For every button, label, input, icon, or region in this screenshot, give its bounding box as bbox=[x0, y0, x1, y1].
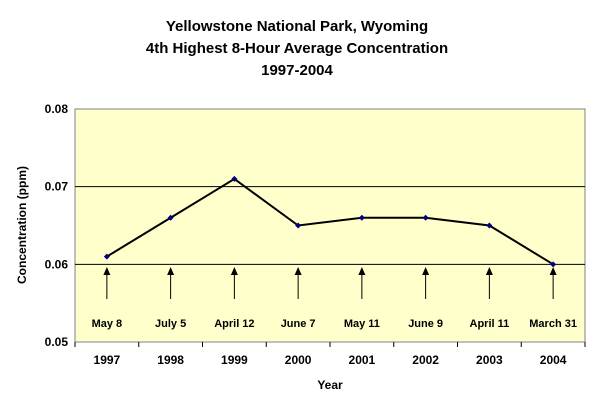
date-annotation: June 9 bbox=[408, 318, 443, 330]
annotation-arrowhead bbox=[167, 267, 175, 275]
x-tick-label: 2000 bbox=[285, 353, 312, 367]
y-tick-label: 0.06 bbox=[45, 257, 69, 271]
date-annotation: March 31 bbox=[529, 318, 577, 330]
x-tick-label: 2001 bbox=[349, 353, 376, 367]
annotation-arrowhead bbox=[103, 267, 111, 275]
data-point bbox=[295, 222, 302, 229]
x-tick-label: 2003 bbox=[476, 353, 503, 367]
data-point bbox=[486, 222, 493, 229]
chart-title-line-3: 1997-2004 bbox=[261, 62, 333, 79]
data-point bbox=[103, 253, 110, 260]
date-annotation: April 12 bbox=[214, 318, 254, 330]
data-point bbox=[358, 214, 365, 221]
annotation-arrowhead bbox=[358, 267, 366, 275]
annotation-arrowhead bbox=[422, 267, 430, 275]
data-point bbox=[422, 214, 429, 221]
x-tick-label: 1997 bbox=[94, 353, 121, 367]
data-point bbox=[167, 214, 174, 221]
annotation-arrowhead bbox=[549, 267, 557, 275]
date-annotation: April 11 bbox=[470, 318, 510, 330]
date-annotation: May 11 bbox=[344, 318, 380, 330]
annotation-arrowhead bbox=[294, 267, 302, 275]
chart-title-line-1: Yellowstone National Park, Wyoming bbox=[166, 18, 428, 35]
plot-area bbox=[74, 108, 586, 343]
y-tick-label: 0.07 bbox=[45, 180, 69, 194]
data-point bbox=[550, 261, 557, 268]
annotation-arrowhead bbox=[230, 267, 238, 275]
data-point bbox=[231, 175, 238, 182]
date-annotation: June 7 bbox=[281, 318, 316, 330]
date-annotation: July 5 bbox=[155, 318, 186, 330]
x-tick-label: 2004 bbox=[540, 353, 567, 367]
date-annotations: May 8 July 5 April 12 June 7 May 11 June 9 Apr… bbox=[92, 267, 577, 330]
gridlines bbox=[75, 186, 585, 265]
x-tick-label: 1998 bbox=[157, 353, 184, 367]
x-axis-label: Year bbox=[317, 378, 343, 392]
date-annotation: May 8 bbox=[92, 318, 123, 330]
y-tick-label: 0.05 bbox=[45, 335, 69, 349]
data-markers bbox=[103, 175, 557, 268]
y-axis-label: Concentration (ppm) bbox=[15, 166, 29, 284]
chart-title-line-2: 4th Highest 8-Hour Average Concentration bbox=[146, 40, 448, 57]
x-tick-label: 2002 bbox=[412, 353, 439, 367]
x-tick-label: 1999 bbox=[221, 353, 248, 367]
series-line bbox=[106, 177, 554, 266]
y-tick-labels: 0.05 0.06 0.07 0.08 bbox=[45, 102, 69, 349]
y-tick-label: 0.08 bbox=[45, 102, 69, 116]
x-tick-labels: 1997 1998 1999 2000 2001 2002 2003 2004 bbox=[74, 342, 586, 367]
annotation-arrowhead bbox=[485, 267, 493, 275]
